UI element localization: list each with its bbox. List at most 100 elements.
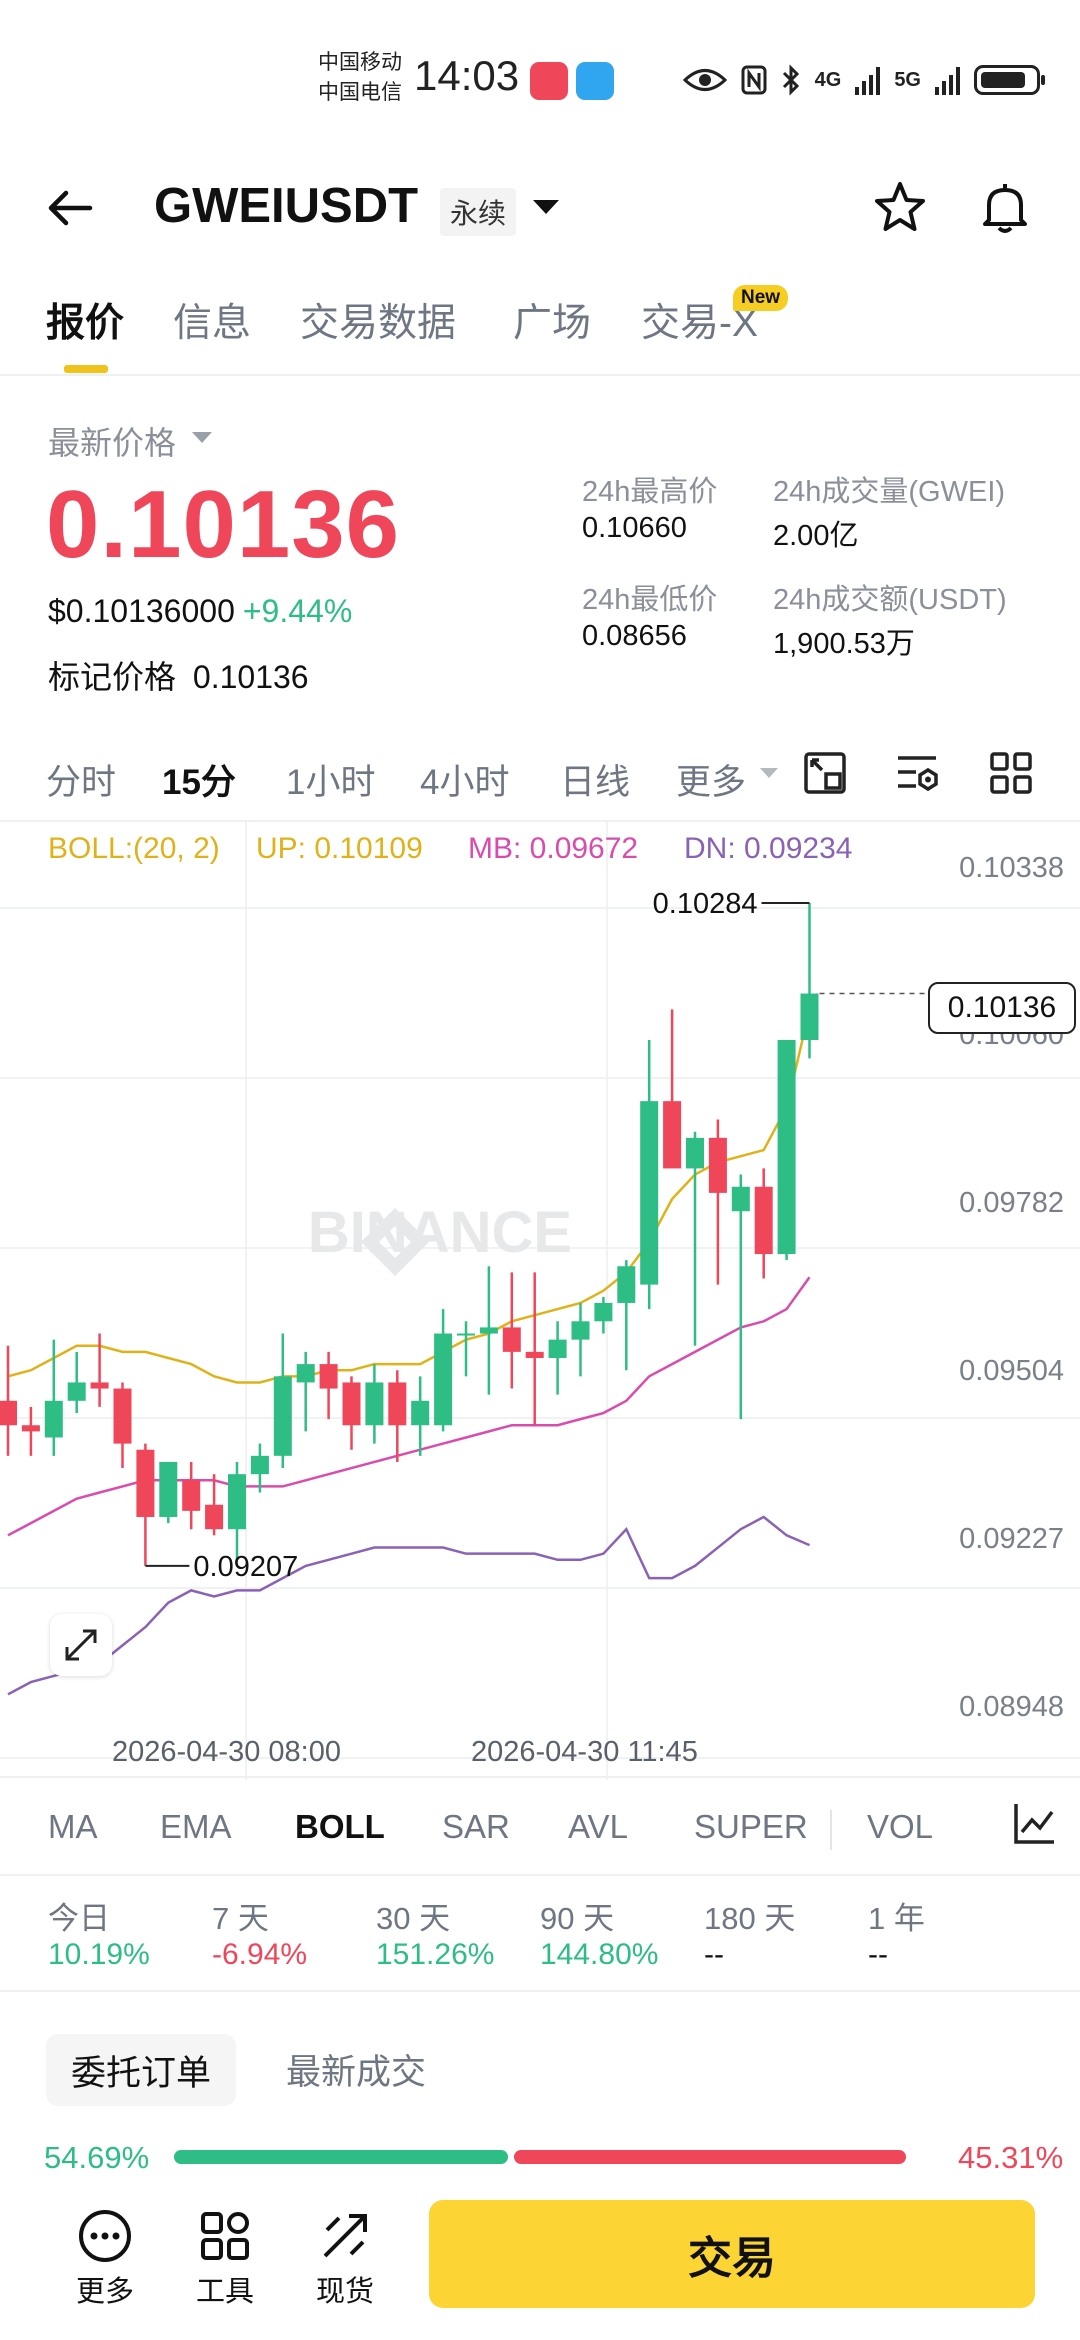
perf-value-90d: 144.80%	[540, 1938, 659, 1971]
tab-quote[interactable]: 报价	[46, 302, 125, 345]
chart-grid	[0, 820, 1080, 1780]
spot-swap-icon	[323, 2214, 367, 2258]
candlestick-chart[interactable]: BINANCE 0.10284 0.09207	[0, 820, 1080, 1780]
candle-body	[342, 1382, 361, 1426]
battery-icon	[974, 65, 1045, 95]
nav-more[interactable]: 更多	[60, 2208, 150, 2310]
perf-value-180d: --	[704, 1938, 724, 1971]
candle-body	[594, 1302, 613, 1322]
symbol-title[interactable]: GWEIUSDT	[154, 179, 419, 233]
candle-body	[686, 1137, 704, 1169]
candle-body	[159, 1461, 178, 1517]
indicator-ma[interactable]: MA	[48, 1808, 98, 1845]
divider	[0, 1874, 1080, 1876]
divider	[0, 374, 1080, 376]
interval-more-caret-icon[interactable]	[760, 768, 778, 778]
indicator-sar[interactable]: SAR	[442, 1808, 510, 1845]
indicator-boll[interactable]: BOLL	[295, 1808, 385, 1845]
interval-15m[interactable]: 15分	[162, 763, 236, 802]
max-price-label: 0.10284	[653, 888, 758, 920]
candle-body	[0, 1400, 17, 1426]
y-axis-label: 0.09504	[959, 1355, 1064, 1387]
symbol-dropdown-caret-icon[interactable]	[533, 200, 559, 214]
price-type-caret-icon[interactable]	[192, 432, 212, 443]
interval-time-share[interactable]: 分时	[46, 763, 117, 802]
indicator-avl[interactable]: AVL	[568, 1808, 628, 1845]
nfc-icon	[741, 65, 767, 95]
candle-body	[617, 1266, 636, 1303]
candle-body	[250, 1455, 269, 1475]
candle-body	[182, 1480, 201, 1511]
candle-body	[67, 1382, 86, 1401]
nav-more-label: 更多	[75, 2276, 134, 2308]
perf-label-1y: 1 年	[868, 1901, 925, 1936]
candle-body	[136, 1449, 155, 1517]
tab-info[interactable]: 信息	[173, 302, 252, 345]
candle-body	[663, 1101, 682, 1169]
divider	[0, 1990, 1080, 1992]
perf-value-7d: -6.94%	[212, 1938, 308, 1971]
perf-label-7d: 7 天	[212, 1901, 269, 1936]
buy-ratio: 54.69%	[44, 2140, 150, 2175]
min-price-label: 0.09207	[193, 1551, 298, 1583]
interval-4h[interactable]: 4小时	[420, 763, 510, 802]
current-price-tag: 0.10136	[928, 982, 1076, 1034]
y-axis-label: 0.08948	[959, 1691, 1064, 1723]
perf-label-30d: 30 天	[376, 1901, 451, 1936]
boll-up-value: UP: 0.10109	[256, 832, 423, 865]
nav-spot-label: 现货	[315, 2276, 374, 2308]
indicator-ema[interactable]: EMA	[160, 1808, 232, 1845]
divider	[0, 820, 1080, 822]
candle-body	[457, 1333, 475, 1336]
layout-grid-icon[interactable]	[986, 748, 1036, 798]
tab-trading-data[interactable]: 交易数据	[300, 302, 457, 345]
indicator-super[interactable]: SUPER	[694, 1808, 808, 1845]
candle-body	[388, 1382, 407, 1426]
perpetual-tag: 永续	[440, 188, 517, 236]
tools-grid-icon	[201, 2212, 249, 2260]
nav-spot[interactable]: 现货	[300, 2208, 390, 2310]
carrier-2: 中国电信	[318, 81, 402, 104]
candle-body	[571, 1321, 590, 1340]
interval-daily[interactable]: 日线	[560, 763, 631, 802]
back-arrow-icon[interactable]	[40, 178, 100, 238]
candle-body	[754, 1186, 773, 1255]
cloud-app-icon	[576, 62, 614, 100]
chart-fullscreen-icon[interactable]	[800, 748, 850, 798]
network-5g-label: 5G	[894, 68, 921, 91]
nav-tools[interactable]: 工具	[180, 2208, 270, 2310]
favorite-star-icon[interactable]	[870, 178, 930, 238]
divider	[0, 1776, 1080, 1778]
boll-dn-line	[7, 1515, 810, 1696]
interval-more[interactable]: 更多	[676, 763, 747, 802]
candle-body	[708, 1137, 727, 1193]
interval-1h[interactable]: 1小时	[286, 763, 376, 802]
bluetooth-icon	[782, 64, 799, 96]
tab-open-orders[interactable]: 委托订单	[46, 2034, 236, 2106]
mark-price-row: 标记价格 0.10136	[48, 652, 309, 698]
indicator-vol[interactable]: VOL	[867, 1808, 934, 1845]
y-axis-label: 0.10338	[959, 852, 1064, 884]
tab-square[interactable]: 广场	[513, 302, 592, 345]
tab-latest-trades[interactable]: 最新成交	[286, 2053, 427, 2092]
perf-value-today: 10.19%	[48, 1938, 150, 1971]
last-price-label[interactable]: 最新价格	[48, 425, 177, 461]
high-24h-label: 24h最高价	[582, 476, 718, 508]
candle-body	[479, 1327, 498, 1334]
perf-value-30d: 151.26%	[376, 1938, 495, 1971]
chart-settings-icon[interactable]	[892, 748, 942, 798]
buy-ratio-bar	[174, 2150, 508, 2164]
mark-price-label: 标记价格	[48, 659, 177, 695]
trade-button[interactable]: 交易	[429, 2200, 1035, 2308]
alert-bell-icon[interactable]	[975, 178, 1035, 238]
indicator-settings-icon[interactable]	[1010, 1800, 1058, 1848]
candle-body	[44, 1400, 63, 1438]
expand-chart-button[interactable]	[50, 1614, 112, 1676]
candle-body	[228, 1474, 246, 1530]
y-axis-label: 0.09782	[959, 1187, 1064, 1219]
candle-body	[411, 1400, 430, 1426]
low-24h-label: 24h最低价	[582, 584, 718, 616]
candle-body	[273, 1376, 292, 1456]
more-dots-icon	[79, 2210, 131, 2262]
binance-logo-icon	[361, 1208, 429, 1276]
